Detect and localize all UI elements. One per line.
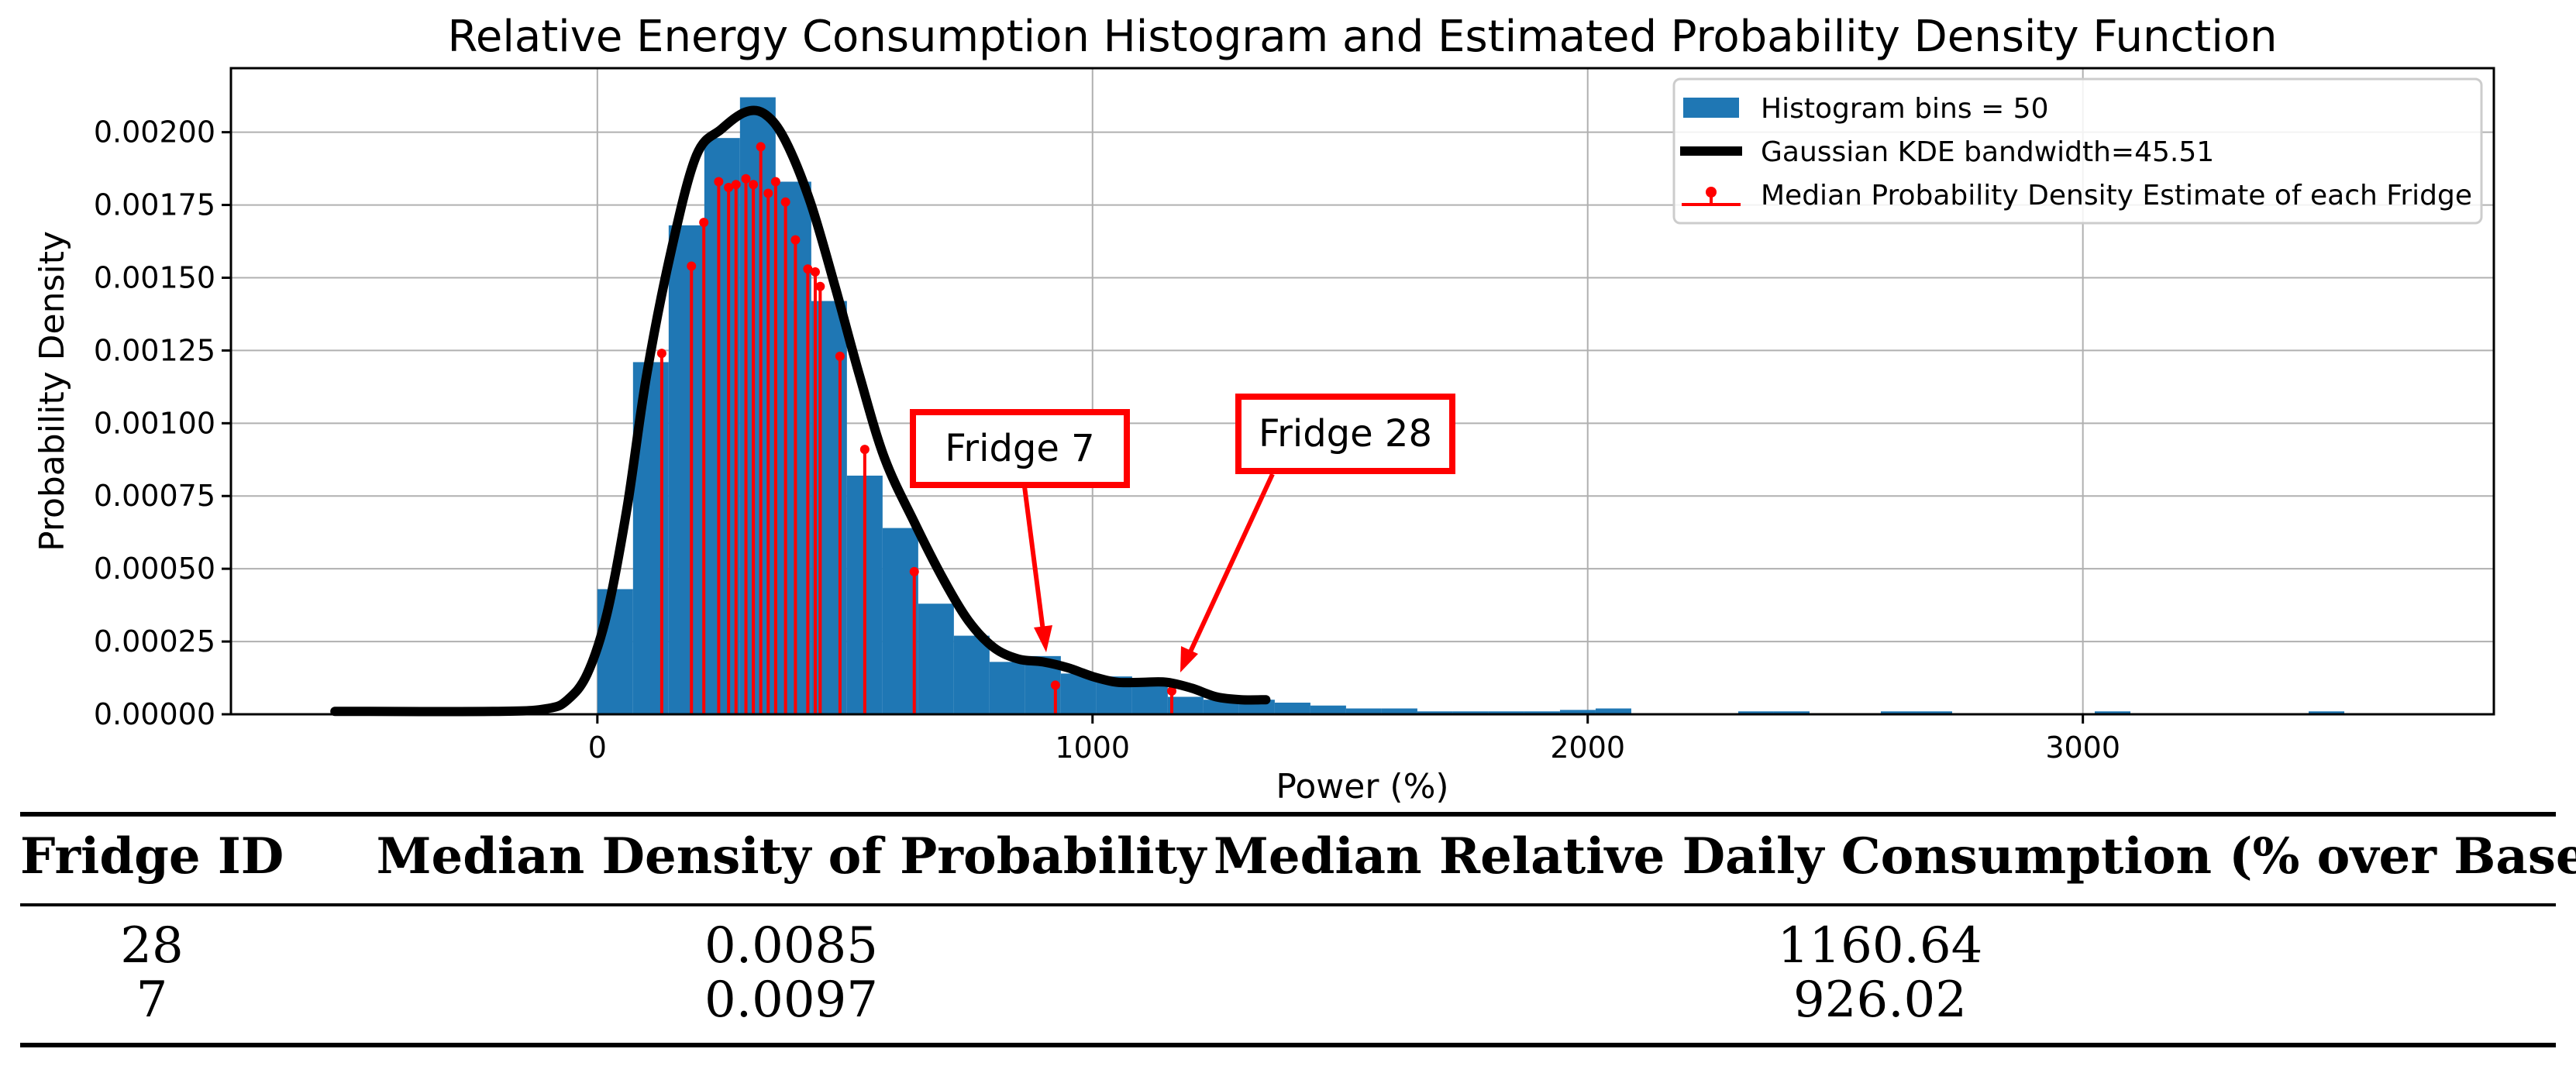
fridge-28-arrow-head [1180,646,1198,672]
y-tick-label: 0.00100 [94,406,215,440]
fridge-stem-marker [803,264,813,274]
legend-stem-marker [1706,187,1717,198]
histogram-bar [1595,708,1631,714]
fridge-stem-marker [835,351,845,361]
x-tick-label: 2000 [1550,731,1625,765]
fridge-stem-marker [756,142,766,152]
fridge-stem-marker [859,445,870,455]
fridge-28-callout-text: Fridge 28 [1259,412,1432,456]
header-median-consumption: Median Relative Daily Consumption (% ove… [1214,827,2576,885]
fridge-stem-marker [1050,680,1060,690]
header-median-density: Median Density of Probability [376,827,1207,885]
fridge-stem-marker [749,180,759,190]
fridge-stem-marker [741,174,751,184]
histogram-bar [1773,711,1810,714]
y-tick-label: 0.00125 [94,333,215,367]
histogram-bar [704,138,740,714]
fridge-stem-marker [815,281,825,291]
fridge-stem-marker [763,188,773,198]
fridge-7-callout-text: Fridge 7 [945,427,1095,470]
fridge-28-arrow-line [1185,473,1275,660]
fridge-stem-marker [770,177,780,187]
legend-histogram-label: Histogram bins = 50 [1761,93,2048,125]
legend-frame [1672,77,2483,225]
fridge-7-arrow-line [1022,486,1046,638]
fridge-stem-marker [780,197,790,207]
legend-kde-label: Gaussian KDE bandwidth=45.51 [1761,136,2214,168]
chart-title: Relative Energy Consumption Histogram an… [447,12,2277,62]
fridge-stem-marker [810,266,820,277]
histogram-bar [1916,711,1952,714]
x-tick-label: 0 [588,731,607,765]
row-1-consumption: 926.02 [1793,971,1967,1029]
histogram-bar [2309,711,2345,714]
y-tick-label: 0.00075 [94,479,215,513]
legend-histogram-swatch [1683,98,1739,118]
plot-frame [229,67,2495,716]
fridge-stem-marker [724,183,734,193]
annotation-arrows [1022,473,1275,672]
y-tick-label: 0.00025 [94,624,215,659]
histogram-bar [953,635,990,714]
histogram-bar [1737,711,1774,714]
fridge-28-callout: Fridge 28 [1235,394,1455,474]
row-1-density: 0.0097 [704,971,878,1029]
x-axis-label: Power (%) [1276,767,1448,806]
legend-stem-label: Median Probability Density Estimate of e… [1761,180,2472,211]
row-0-density: 0.0085 [704,917,878,975]
kde-curve [330,105,1271,717]
fridge-7-arrow-head [1034,625,1052,652]
fridge-stem-marker [909,566,919,576]
histogram-bar [918,603,954,714]
y-axis-ticks: 0.00000 0.00025 0.00050 0.00075 0.00100 0.001… [94,115,231,731]
fridge-stem-marker [790,235,801,245]
grid-lines [231,68,2494,715]
fridge-table: Fridge ID Median Density of Probability … [20,812,2576,1054]
histogram-bar [1880,711,1917,714]
x-axis-ticks: 0 1000 2000 3000 [588,714,2120,765]
header-fridge-id: Fridge ID [20,827,284,885]
histogram-bar [1345,708,1382,714]
y-tick-label: 0.00000 [94,697,215,731]
histogram-bar [882,528,918,714]
histogram-bar [1310,705,1346,714]
histogram-bar [2095,711,2131,714]
row-0-fridge-id: 28 [120,917,184,975]
histogram-bar [1559,710,1596,714]
histogram-bar [775,181,811,714]
histogram-bar [668,225,704,714]
histogram-bar [1274,702,1310,714]
histogram-bar [1417,711,1453,714]
x-tick-label: 3000 [2045,731,2120,765]
table-bottom-rule [20,1043,2556,1047]
row-0-consumption: 1160.64 [1777,917,1983,975]
fridge-7-callout: Fridge 7 [910,409,1130,488]
y-tick-label: 0.00200 [94,115,215,150]
histogram-bar [1488,711,1524,714]
y-tick-label: 0.00175 [94,188,215,222]
histogram-bar [1167,696,1204,714]
legend: Histogram bins = 50 Gaussian KDE bandwid… [1672,77,2483,225]
histogram-bar [597,589,633,714]
kde-line [330,105,1271,717]
x-tick-label: 1000 [1055,731,1130,765]
table-mid-rule [20,903,2556,906]
fridge-stem-marker [687,261,697,271]
fridge-stems [656,142,1177,714]
histogram-bar [1381,708,1417,714]
fridge-stem-marker [699,218,709,228]
y-tick-label: 0.00150 [94,260,215,294]
histogram-bar [989,662,1025,714]
fridge-stem-marker [731,180,741,190]
chart: Relative Energy Consumption Histogram an… [33,12,2495,806]
fridge-stem-marker [656,349,666,359]
histogram-bar [1524,711,1560,714]
histogram-bar [1452,711,1489,714]
y-tick-label: 0.00050 [94,552,215,586]
fridge-stem-marker [714,177,724,187]
row-1-fridge-id: 7 [136,971,168,1029]
table-top-rule [20,812,2556,817]
y-axis-label: Probability Density [33,231,72,552]
fridge-stem-marker [1167,686,1177,696]
